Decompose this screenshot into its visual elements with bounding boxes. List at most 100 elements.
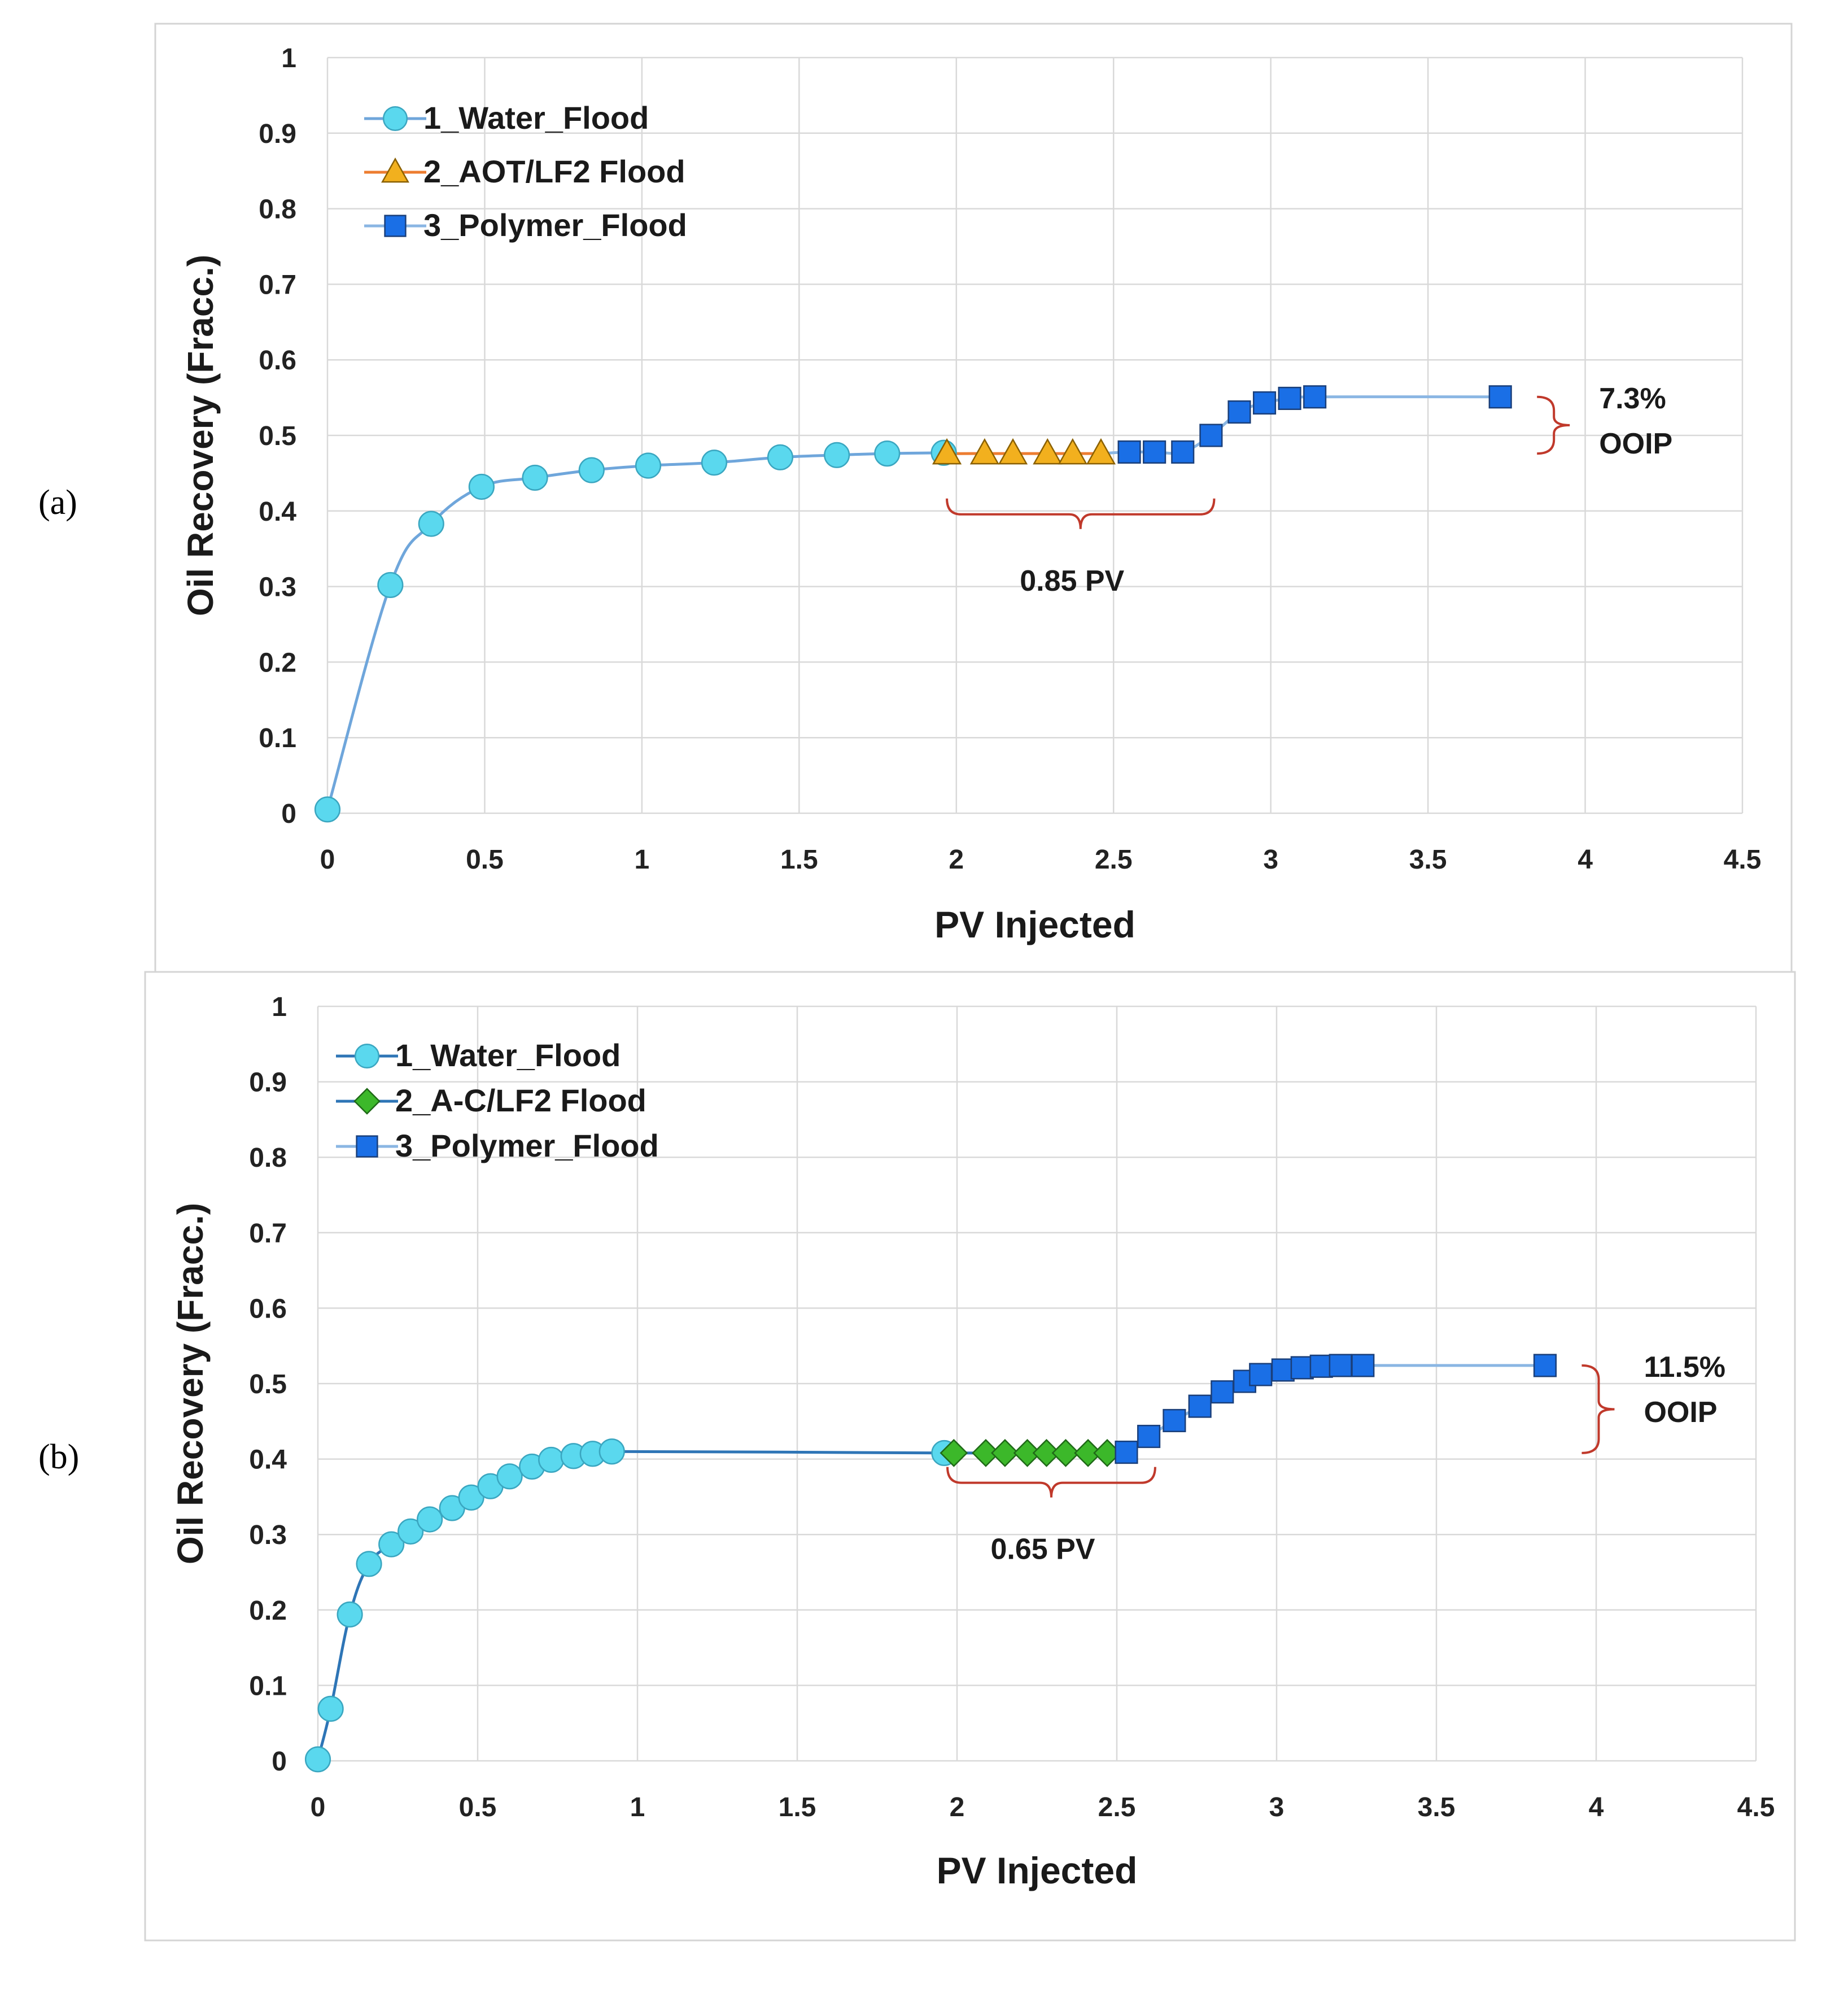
- x-tick-label: 1: [635, 845, 650, 875]
- data-point-square: [1533, 1354, 1557, 1377]
- x-tick-label: 4: [1578, 845, 1593, 875]
- x-tick-label: 3.5: [1418, 1792, 1456, 1822]
- x-tick-label: 2.5: [1098, 1792, 1136, 1822]
- data-point-circle: [578, 457, 605, 483]
- legend-label: 3_Polymer_Flood: [423, 207, 687, 243]
- data-point-square: [1249, 1363, 1273, 1386]
- data-point-square: [1188, 1394, 1212, 1418]
- y-tick-label: 0.3: [249, 1520, 287, 1550]
- data-point-diamond: [991, 1439, 1019, 1467]
- x-tick-label: 1: [630, 1792, 645, 1822]
- data-point-diamond: [1074, 1439, 1102, 1467]
- y-tick-label: 0.7: [259, 270, 296, 300]
- x-tick-label: 1.5: [779, 1792, 816, 1822]
- data-point-circle: [337, 1601, 363, 1628]
- data-point-square: [1351, 1354, 1375, 1377]
- y-tick-label: 0: [281, 799, 296, 829]
- data-point-square: [1171, 440, 1195, 464]
- y-tick-label: 0.5: [249, 1369, 287, 1399]
- y-tick-label: 1: [281, 43, 296, 73]
- x-axis-title: PV Injected: [937, 1850, 1138, 1891]
- data-point-triangle: [932, 438, 962, 465]
- data-point-square: [1211, 1380, 1234, 1404]
- data-point-diamond: [1051, 1439, 1080, 1467]
- data-point-circle: [377, 572, 404, 599]
- pv-bracket: [946, 1467, 1156, 1498]
- data-point-square: [1227, 400, 1251, 424]
- panel-label-b: (b): [38, 1438, 80, 1476]
- data-point-circle: [468, 473, 495, 500]
- data-point-square: [1199, 424, 1223, 447]
- ooip-percent-label: 7.3%: [1599, 382, 1666, 415]
- legend-marker-triangle: [381, 157, 409, 183]
- data-point-square: [1252, 391, 1277, 415]
- data-point-triangle: [998, 438, 1028, 465]
- y-tick-label: 0: [272, 1747, 287, 1777]
- data-point-circle: [417, 1506, 443, 1533]
- data-point-triangle: [1058, 438, 1087, 465]
- x-tick-label: 1.5: [780, 845, 818, 875]
- data-point-diamond: [1013, 1439, 1042, 1467]
- y-tick-label: 0.8: [249, 1143, 287, 1173]
- data-point-circle: [378, 1531, 405, 1558]
- data-point-circle: [314, 796, 341, 823]
- ooip-label: OOIP: [1599, 428, 1672, 460]
- chart-frame: [154, 23, 1793, 985]
- chart-frame: [144, 971, 1796, 1942]
- data-point-circle: [635, 452, 662, 479]
- x-tick-label: 4.5: [1737, 1792, 1775, 1822]
- data-point-circle: [418, 511, 444, 537]
- legend-marker-circle: [354, 1043, 380, 1069]
- data-point-circle: [538, 1446, 565, 1473]
- y-tick-label: 1: [272, 992, 287, 1022]
- y-tick-label: 0.9: [259, 119, 296, 149]
- y-tick-label: 0.1: [249, 1671, 287, 1701]
- data-point-square: [1115, 1441, 1138, 1464]
- y-tick-label: 0.4: [259, 497, 296, 527]
- data-point-circle: [701, 450, 728, 476]
- y-tick-label: 0.6: [259, 346, 296, 376]
- y-tick-label: 0.9: [249, 1068, 287, 1098]
- panel-label-a: (a): [38, 483, 77, 522]
- x-tick-label: 0.5: [459, 1792, 497, 1822]
- legend-label: 1_Water_Flood: [423, 100, 649, 136]
- data-point-circle: [598, 1438, 625, 1465]
- data-point-diamond: [1032, 1439, 1061, 1467]
- pv-annotation-label: 0.85 PV: [1020, 565, 1124, 597]
- y-tick-label: 0.4: [249, 1445, 287, 1475]
- x-tick-label: 4.5: [1724, 845, 1762, 875]
- data-point-square: [1163, 1408, 1186, 1433]
- data-point-square: [1278, 386, 1301, 411]
- y-tick-label: 0.7: [249, 1219, 287, 1249]
- y-tick-label: 0.5: [259, 421, 296, 451]
- legend-label: 3_Polymer_Flood: [395, 1128, 659, 1163]
- data-point-square: [1137, 1424, 1161, 1449]
- data-point-square: [1117, 440, 1141, 464]
- x-tick-label: 0: [311, 1792, 326, 1822]
- data-point-diamond: [972, 1439, 1000, 1467]
- legend-marker-square: [384, 215, 407, 237]
- data-point-triangle: [969, 438, 999, 465]
- chart-panel-a: 0 0.1 0.2 0.3 0.4 0.5 0.6 0.7 0.8 0.9 1 0 0.5 1 1.5 2 2.…: [154, 23, 1793, 985]
- data-point-circle: [458, 1484, 484, 1511]
- y-tick-label: 0.6: [249, 1294, 287, 1324]
- ooip-percent-label: 11.5%: [1644, 1351, 1725, 1384]
- data-point-circle: [317, 1695, 344, 1722]
- x-tick-label: 3: [1263, 845, 1278, 875]
- legend-marker-circle: [382, 106, 408, 132]
- data-point-square: [1329, 1354, 1352, 1377]
- x-tick-label: 2.5: [1095, 845, 1133, 875]
- data-point-circle: [356, 1551, 382, 1577]
- ooip-label: OOIP: [1644, 1396, 1717, 1429]
- legend-marker-square: [356, 1135, 378, 1158]
- x-axis-title: PV Injected: [934, 904, 1135, 945]
- pv-bracket: [946, 498, 1216, 529]
- data-point-square: [1303, 385, 1327, 409]
- x-tick-label: 2: [949, 845, 964, 875]
- y-tick-label: 0.2: [259, 648, 296, 678]
- data-point-triangle: [1033, 438, 1063, 465]
- data-point-circle: [304, 1746, 331, 1773]
- data-point-circle: [397, 1518, 424, 1545]
- data-point-circle: [522, 464, 548, 491]
